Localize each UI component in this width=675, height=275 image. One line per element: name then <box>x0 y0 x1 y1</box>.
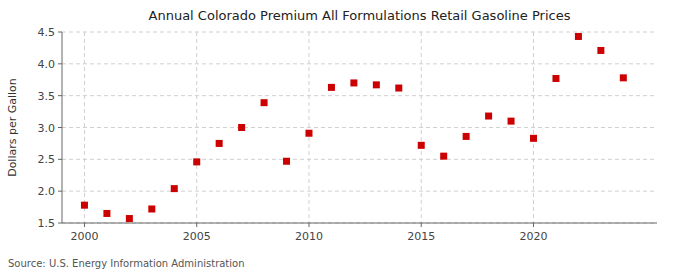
x-tick-label: 2005 <box>183 230 211 243</box>
x-tick <box>196 223 197 227</box>
y-tick <box>58 127 62 128</box>
x-tick <box>308 223 309 227</box>
point <box>552 75 559 82</box>
x-grid-line <box>421 32 422 223</box>
y-tick <box>58 223 62 224</box>
x-axis-line <box>62 223 657 224</box>
point <box>440 153 447 160</box>
y-grid-line <box>62 159 657 160</box>
y-tick <box>58 191 62 192</box>
y-tick-label: 4.5 <box>38 26 56 39</box>
y-tick <box>58 159 62 160</box>
x-tick-label: 2015 <box>407 230 435 243</box>
y-grid-line <box>62 127 657 128</box>
point <box>328 84 335 91</box>
chart-container: Annual Colorado Premium All Formulations… <box>0 0 675 275</box>
x-grid-line <box>308 32 309 223</box>
point <box>216 140 223 147</box>
point <box>395 85 402 92</box>
point <box>171 185 178 192</box>
x-tick <box>84 223 85 227</box>
point <box>261 99 268 106</box>
x-tick <box>533 223 534 227</box>
y-grid-line <box>62 223 657 224</box>
point <box>463 133 470 140</box>
y-tick-label: 3.5 <box>38 90 56 103</box>
background <box>0 0 675 275</box>
y-grid-line <box>62 191 657 192</box>
y-tick-label: 1.5 <box>38 217 56 230</box>
axes: 1.5 2.0 2.5 3.0 3.5 4.0 4.5 2000 2005 2010 2015 202… <box>38 26 658 243</box>
point <box>305 130 312 137</box>
point <box>81 202 88 209</box>
point <box>597 47 604 54</box>
point <box>238 124 245 131</box>
point <box>485 113 492 120</box>
y-tick-label: 2.5 <box>38 153 56 166</box>
y-grid-line <box>62 63 657 64</box>
chart-svg: Annual Colorado Premium All Formulations… <box>0 0 675 275</box>
title: Annual Colorado Premium All Formulations… <box>149 8 571 23</box>
point <box>283 158 290 165</box>
point <box>530 135 537 142</box>
point <box>103 210 110 217</box>
y-grid-line <box>62 95 657 96</box>
point <box>350 79 357 86</box>
point <box>126 215 133 222</box>
x-grid-line <box>196 32 197 223</box>
point <box>193 158 200 165</box>
source-note: Source: U.S. Energy Information Administ… <box>8 258 245 269</box>
point <box>373 81 380 88</box>
x-tick-label: 2020 <box>520 230 548 243</box>
y-grid-line <box>62 32 657 33</box>
y-tick <box>58 63 62 64</box>
point <box>620 74 627 81</box>
y-tick <box>58 95 62 96</box>
x-grid-line <box>84 32 85 223</box>
grid <box>62 32 657 223</box>
x-tick <box>421 223 422 227</box>
y-tick-label: 4.0 <box>38 58 56 71</box>
y-axis-label: Dollars per Gallon <box>6 78 19 177</box>
point <box>418 142 425 149</box>
point <box>148 205 155 212</box>
y-tick-label: 3.0 <box>38 122 56 135</box>
x-tick-label: 2000 <box>70 230 98 243</box>
point <box>575 33 582 40</box>
x-grid-line <box>533 32 534 223</box>
x-tick-label: 2010 <box>295 230 323 243</box>
y-tick-label: 2.0 <box>38 185 56 198</box>
y-axis-line <box>62 32 63 223</box>
point <box>508 118 515 125</box>
y-tick <box>58 32 62 33</box>
points <box>81 33 627 222</box>
